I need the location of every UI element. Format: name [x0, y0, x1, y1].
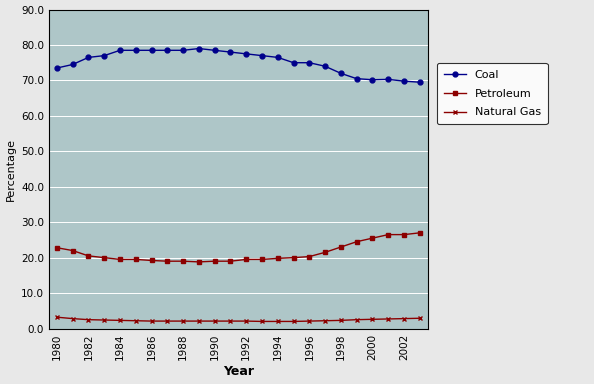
Coal — [100, 53, 108, 58]
Petroleum — [211, 259, 218, 263]
Coal — [400, 79, 407, 83]
Natural Gas — [100, 318, 108, 322]
Natural Gas — [243, 319, 250, 323]
Petroleum — [85, 253, 92, 258]
Petroleum — [306, 254, 313, 259]
Coal — [337, 71, 345, 76]
Coal — [274, 55, 282, 60]
Natural Gas — [195, 319, 203, 323]
Coal — [53, 66, 61, 70]
Natural Gas — [369, 317, 376, 322]
Coal — [258, 53, 266, 58]
Natural Gas — [353, 317, 360, 322]
Petroleum — [164, 259, 171, 263]
Coal — [85, 55, 92, 60]
Natural Gas — [416, 316, 424, 321]
Natural Gas — [85, 317, 92, 322]
Natural Gas — [53, 315, 61, 319]
Natural Gas — [227, 319, 234, 323]
Legend: Coal, Petroleum, Natural Gas: Coal, Petroleum, Natural Gas — [437, 63, 548, 124]
Petroleum — [179, 259, 187, 263]
Coal — [416, 80, 424, 84]
Coal — [179, 48, 187, 53]
Coal — [243, 51, 250, 56]
Coal — [369, 78, 376, 82]
Petroleum — [290, 255, 297, 260]
Coal — [164, 48, 171, 53]
Petroleum — [353, 239, 360, 244]
Petroleum — [321, 250, 328, 255]
Petroleum — [258, 257, 266, 262]
Line: Natural Gas: Natural Gas — [55, 315, 422, 324]
Coal — [69, 62, 76, 67]
X-axis label: Year: Year — [223, 366, 254, 379]
Coal — [211, 48, 218, 53]
Petroleum — [337, 245, 345, 249]
Natural Gas — [306, 319, 313, 323]
Petroleum — [274, 256, 282, 261]
Natural Gas — [400, 316, 407, 321]
Natural Gas — [274, 319, 282, 324]
Y-axis label: Percentage: Percentage — [5, 137, 15, 200]
Line: Coal: Coal — [55, 46, 422, 84]
Coal — [132, 48, 140, 53]
Petroleum — [116, 257, 124, 262]
Coal — [290, 60, 297, 65]
Petroleum — [369, 236, 376, 240]
Natural Gas — [164, 319, 171, 323]
Natural Gas — [211, 319, 218, 323]
Natural Gas — [69, 316, 76, 321]
Petroleum — [416, 230, 424, 235]
Petroleum — [69, 248, 76, 253]
Coal — [227, 50, 234, 55]
Natural Gas — [337, 318, 345, 323]
Coal — [321, 64, 328, 69]
Petroleum — [243, 257, 250, 262]
Line: Petroleum: Petroleum — [55, 230, 422, 264]
Natural Gas — [116, 318, 124, 323]
Natural Gas — [385, 317, 392, 321]
Petroleum — [227, 259, 234, 263]
Petroleum — [385, 232, 392, 237]
Petroleum — [148, 258, 155, 263]
Petroleum — [400, 232, 407, 237]
Natural Gas — [258, 319, 266, 324]
Coal — [195, 46, 203, 51]
Natural Gas — [179, 319, 187, 323]
Coal — [306, 60, 313, 65]
Petroleum — [100, 255, 108, 260]
Coal — [148, 48, 155, 53]
Petroleum — [195, 260, 203, 264]
Natural Gas — [321, 318, 328, 323]
Natural Gas — [132, 318, 140, 323]
Petroleum — [132, 257, 140, 262]
Natural Gas — [290, 319, 297, 324]
Coal — [116, 48, 124, 53]
Petroleum — [53, 245, 61, 250]
Natural Gas — [148, 319, 155, 323]
Coal — [353, 76, 360, 81]
Coal — [385, 77, 392, 82]
